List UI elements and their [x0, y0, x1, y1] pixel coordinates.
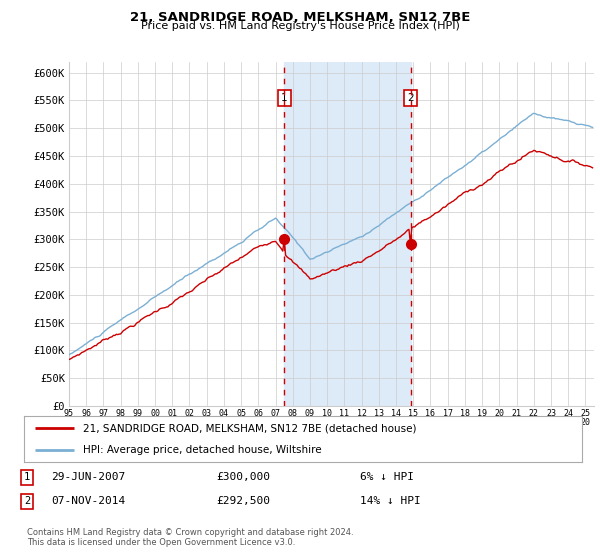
Text: £300,000: £300,000	[216, 472, 270, 482]
Text: 21, SANDRIDGE ROAD, MELKSHAM, SN12 7BE: 21, SANDRIDGE ROAD, MELKSHAM, SN12 7BE	[130, 11, 470, 24]
Bar	[284, 62, 410, 406]
Text: £292,500: £292,500	[216, 496, 270, 506]
Text: 6% ↓ HPI: 6% ↓ HPI	[360, 472, 414, 482]
Text: Price paid vs. HM Land Registry's House Price Index (HPI): Price paid vs. HM Land Registry's House …	[140, 21, 460, 31]
Text: 2: 2	[24, 496, 30, 506]
Text: 1: 1	[281, 93, 287, 103]
Text: HPI: Average price, detached house, Wiltshire: HPI: Average price, detached house, Wilt…	[83, 445, 321, 455]
Text: Contains HM Land Registry data © Crown copyright and database right 2024.
This d: Contains HM Land Registry data © Crown c…	[27, 528, 353, 547]
Text: 1: 1	[24, 472, 30, 482]
Text: 14% ↓ HPI: 14% ↓ HPI	[360, 496, 421, 506]
Text: 29-JUN-2007: 29-JUN-2007	[51, 472, 125, 482]
Text: 07-NOV-2014: 07-NOV-2014	[51, 496, 125, 506]
Text: 2: 2	[407, 93, 414, 103]
Text: 21, SANDRIDGE ROAD, MELKSHAM, SN12 7BE (detached house): 21, SANDRIDGE ROAD, MELKSHAM, SN12 7BE (…	[83, 423, 416, 433]
